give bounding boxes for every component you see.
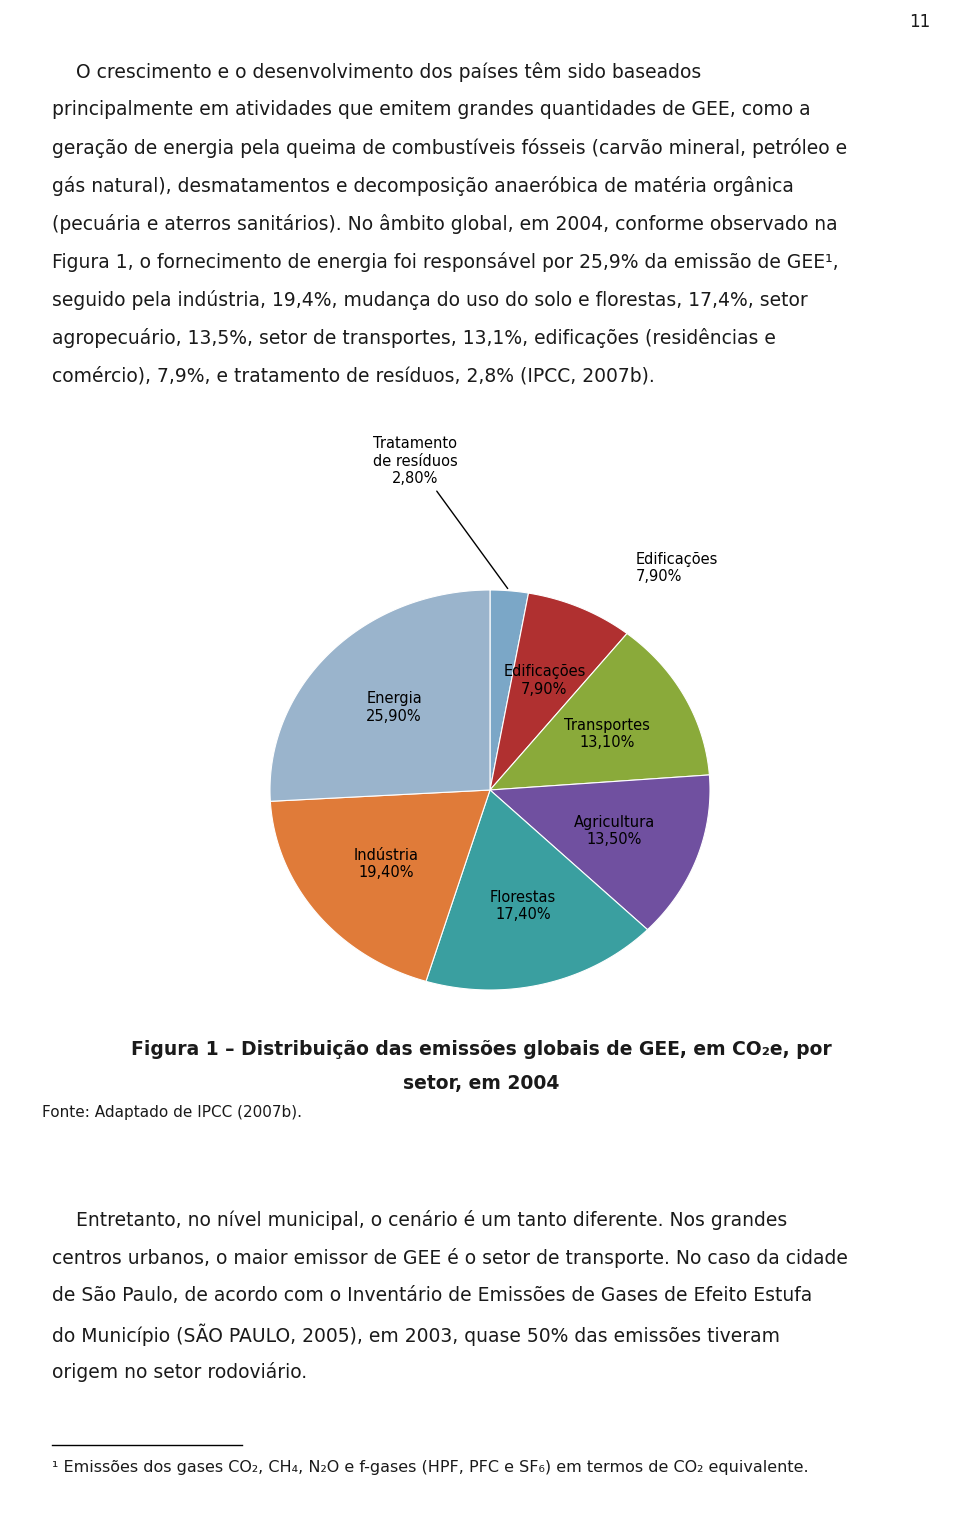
Text: Agricultura
13,50%: Agricultura 13,50% — [573, 815, 655, 847]
Polygon shape — [270, 589, 490, 802]
Text: Entretanto, no nível municipal, o cenário é um tanto diferente. Nos grandes: Entretanto, no nível municipal, o cenári… — [52, 1209, 787, 1231]
Text: 11: 11 — [909, 14, 930, 31]
Text: gás natural), desmatamentos e decomposição anaeróbica de matéria orgânica: gás natural), desmatamentos e decomposiç… — [52, 176, 794, 195]
Text: geração de energia pela queima de combustíveis fósseis (carvão mineral, petróleo: geração de energia pela queima de combus… — [52, 137, 847, 157]
Text: Figura 1, o fornecimento de energia foi responsável por 25,9% da emissão de GEE¹: Figura 1, o fornecimento de energia foi … — [52, 252, 839, 272]
Text: principalmente em atividades que emitem grandes quantidades de GEE, como a: principalmente em atividades que emitem … — [52, 99, 810, 119]
Text: Transportes
13,10%: Transportes 13,10% — [564, 718, 650, 750]
Polygon shape — [490, 774, 710, 930]
Text: centros urbanos, o maior emissor de GEE é o setor de transporte. No caso da cida: centros urbanos, o maior emissor de GEE … — [52, 1248, 848, 1267]
Text: do Município (SÃO PAULO, 2005), em 2003, quase 50% das emissões tiveram: do Município (SÃO PAULO, 2005), em 2003,… — [52, 1324, 780, 1347]
Text: Edificações
7,90%: Edificações 7,90% — [503, 664, 586, 696]
Text: ¹ Emissões dos gases CO₂, CH₄, N₂O e f-gases (HPF, PFC e SF₆) em termos de CO₂ e: ¹ Emissões dos gases CO₂, CH₄, N₂O e f-g… — [52, 1460, 808, 1475]
Text: Edificações
7,90%: Edificações 7,90% — [636, 551, 718, 583]
Text: Indústria
19,40%: Indústria 19,40% — [353, 847, 419, 881]
Text: seguido pela indústria, 19,4%, mudança do uso do solo e florestas, 17,4%, setor: seguido pela indústria, 19,4%, mudança d… — [52, 290, 807, 310]
Polygon shape — [490, 634, 709, 789]
Text: agropecuário, 13,5%, setor de transportes, 13,1%, edificações (residências e: agropecuário, 13,5%, setor de transporte… — [52, 328, 776, 348]
Text: Tratamento
de resíduos
2,80%: Tratamento de resíduos 2,80% — [372, 437, 508, 588]
Text: comércio), 7,9%, e tratamento de resíduos, 2,8% (IPCC, 2007b).: comércio), 7,9%, e tratamento de resíduo… — [52, 366, 655, 385]
Polygon shape — [490, 592, 627, 789]
Text: setor, em 2004: setor, em 2004 — [403, 1073, 559, 1093]
Text: Fonte: Adaptado de IPCC (2007b).: Fonte: Adaptado de IPCC (2007b). — [42, 1106, 302, 1119]
Polygon shape — [490, 589, 529, 789]
Text: (pecuária e aterros sanitários). No âmbito global, em 2004, conforme observado n: (pecuária e aterros sanitários). No âmbi… — [52, 214, 838, 234]
Text: origem no setor rodoviário.: origem no setor rodoviário. — [52, 1362, 307, 1382]
Text: Florestas
17,40%: Florestas 17,40% — [490, 890, 556, 922]
Text: Energia
25,90%: Energia 25,90% — [366, 692, 422, 724]
Polygon shape — [271, 789, 490, 982]
Polygon shape — [426, 789, 647, 989]
Text: O crescimento e o desenvolvimento dos países têm sido baseados: O crescimento e o desenvolvimento dos pa… — [52, 63, 701, 82]
Text: Figura 1 – Distribuição das emissões globais de GEE, em CO₂e, por: Figura 1 – Distribuição das emissões glo… — [131, 1040, 831, 1060]
Text: de São Paulo, de acordo com o Inventário de Emissões de Gases de Efeito Estufa: de São Paulo, de acordo com o Inventário… — [52, 1286, 812, 1306]
